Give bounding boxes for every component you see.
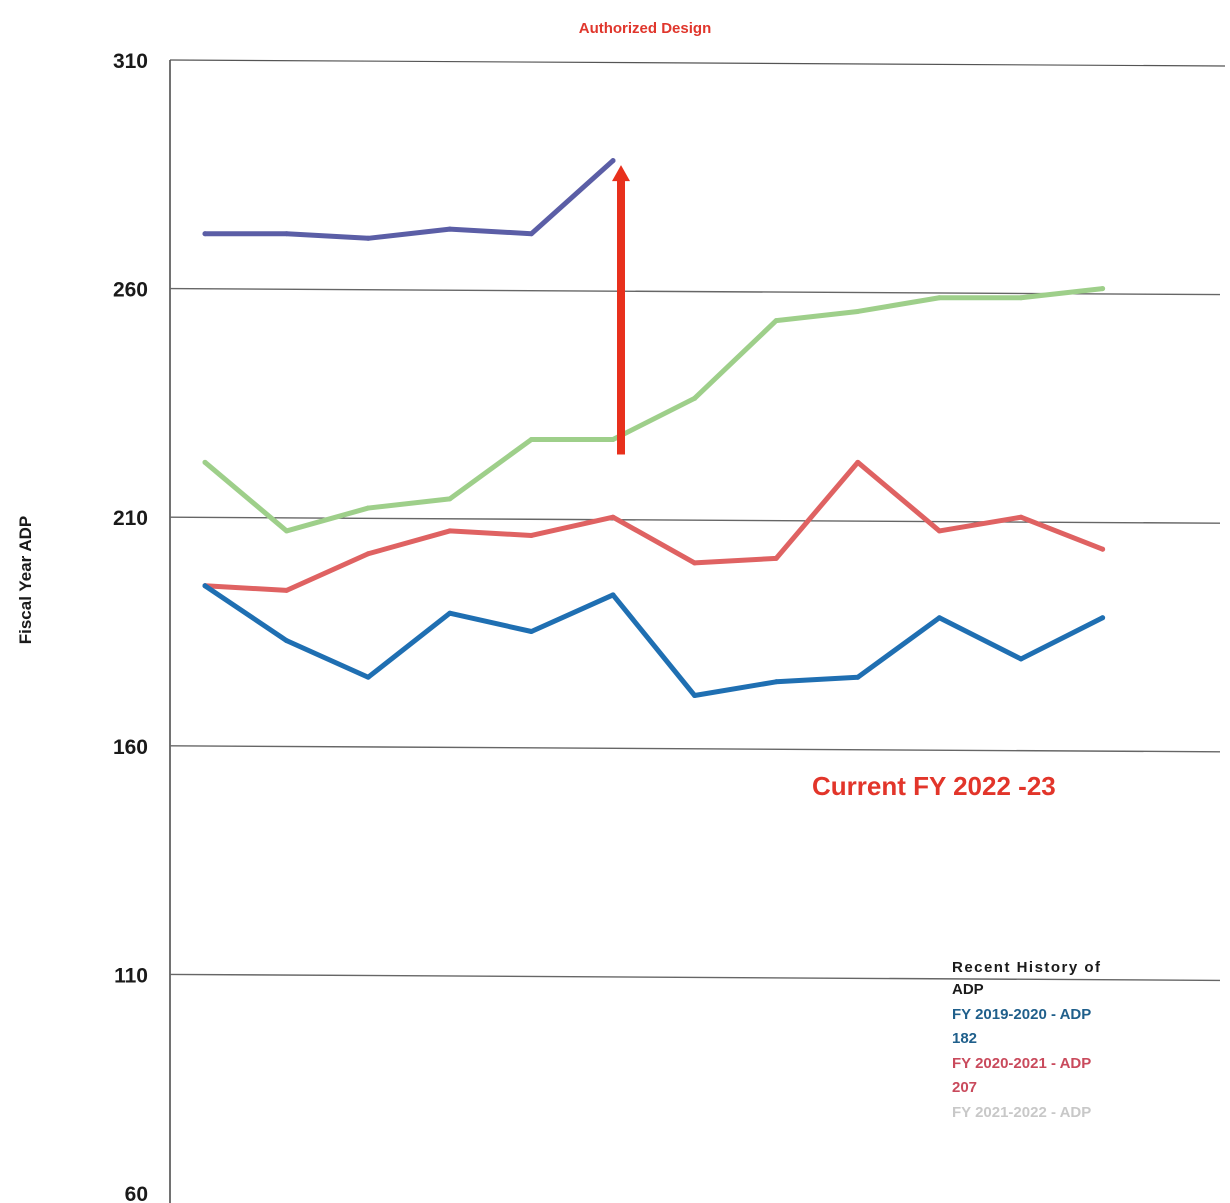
series-4-point-2 <box>284 638 290 644</box>
y-tick-label-60: 60 <box>125 1183 148 1203</box>
series-3-point-11 <box>1018 514 1024 520</box>
series-4-point-10 <box>936 615 942 621</box>
y-tick-label-210: 210 <box>113 507 148 530</box>
legend: Recent History of ADP FY 2019-2020 - ADP… <box>952 959 1101 1121</box>
series-2-point-10 <box>936 295 942 301</box>
y-tick-label-160: 160 <box>113 736 148 759</box>
gridline-210 <box>169 516 1221 524</box>
series-1-point-3 <box>365 235 371 241</box>
series-2-point-7 <box>692 395 698 401</box>
series-2-point-9 <box>855 308 861 314</box>
series-4-point-8 <box>773 679 779 685</box>
series-2-point-4 <box>447 496 453 502</box>
legend-entry-1: FY 2019-2020 - ADP <box>952 1006 1091 1023</box>
series-4-point-3 <box>365 674 371 680</box>
legend-entry-1-value: 182 <box>952 1030 977 1047</box>
series-2-point-3 <box>365 505 371 511</box>
series-4-point-5 <box>528 629 534 634</box>
series-line-4 <box>202 583 1106 699</box>
top-frame-line <box>169 59 1226 67</box>
series-4-point-9 <box>855 674 861 680</box>
current-fy-annotation: Current FY 2022 -23 <box>812 771 1056 801</box>
series-4-point-7 <box>692 693 698 699</box>
series-3-point-3 <box>365 551 371 557</box>
series-3-point-8 <box>773 555 779 561</box>
gridline-160 <box>169 745 1221 753</box>
gridline-110 <box>169 973 1221 982</box>
series-1-point-2 <box>284 231 290 237</box>
series-3-point-6 <box>610 514 616 520</box>
series-4-point-1 <box>202 583 208 589</box>
legend-title: Recent History of <box>952 959 1101 976</box>
legend-entry-3: FY 2021-2022 - ADP <box>952 1104 1091 1121</box>
y-tick-labels: 310 260 210 160 110 60 <box>113 50 148 1203</box>
series-3-point-12 <box>1100 546 1106 552</box>
series-1-point-5 <box>528 231 534 237</box>
series-3-point-4 <box>447 528 453 534</box>
series-3-point-10 <box>936 528 942 534</box>
gridlines <box>169 287 1221 982</box>
arrow-head <box>612 165 630 182</box>
series-3-point-2 <box>284 587 290 593</box>
series-line-3 <box>202 459 1106 593</box>
series-lines <box>202 158 1106 699</box>
chart-title: Authorized Design <box>579 20 712 37</box>
series-4-point-11 <box>1018 656 1024 662</box>
series-2-point-12 <box>1100 286 1106 292</box>
series-2-point-11 <box>1018 295 1024 301</box>
legend-entry-2-value: 207 <box>952 1079 977 1096</box>
y-tick-label-110: 110 <box>114 964 148 987</box>
series-1-point-1 <box>202 231 208 237</box>
series-line-2 <box>202 286 1106 534</box>
authorized-design-arrow <box>612 165 630 455</box>
series-1-point-6 <box>610 158 616 164</box>
series-3-point-7 <box>692 560 698 566</box>
series-4-point-6 <box>610 592 616 598</box>
series-1-point-4 <box>447 226 453 232</box>
series-2-point-2 <box>284 528 290 534</box>
series-2-point-5 <box>528 436 534 442</box>
legend-title-cont: ADP <box>952 981 984 998</box>
series-2-point-6 <box>610 436 616 442</box>
series-2-point-1 <box>202 459 208 465</box>
series-2-point-8 <box>773 318 779 324</box>
y-tick-label-260: 260 <box>113 279 148 302</box>
y-tick-label-310: 310 <box>113 50 148 73</box>
series-3-point-5 <box>528 532 534 538</box>
y-axis-label: Fiscal Year ADP <box>16 516 35 645</box>
series-4-point-12 <box>1100 615 1106 621</box>
series-4-point-4 <box>447 610 453 616</box>
legend-entry-2: FY 2020-2021 - ADP <box>952 1055 1091 1072</box>
series-line-1 <box>202 158 616 241</box>
series-3-point-9 <box>855 459 861 465</box>
